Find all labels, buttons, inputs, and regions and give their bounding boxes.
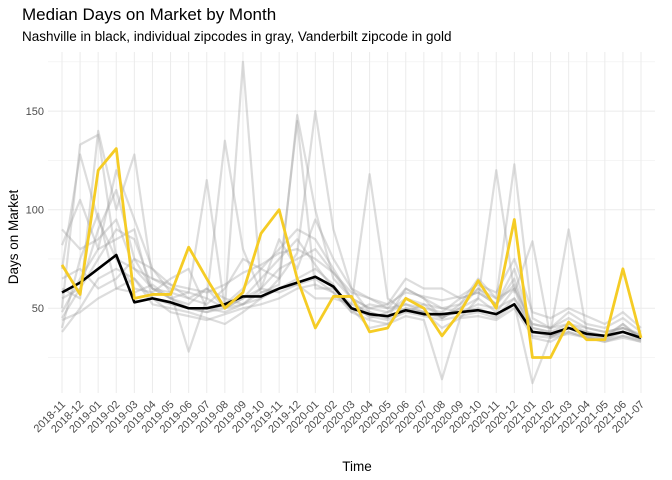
highlight-series-group	[60, 147, 643, 359]
chart-subtitle: Nashville in black, individual zipcodes …	[22, 29, 452, 44]
zipcode-series-line	[61, 267, 642, 381]
zipcode-series-group	[60, 60, 642, 385]
vanderbilt-series-line	[60, 147, 643, 359]
zipcode-series-line	[61, 110, 642, 335]
zipcode-series-line	[61, 218, 642, 329]
y-axis-ticks: 50 100 150	[26, 106, 44, 315]
y-tick-label: 100	[26, 205, 44, 217]
zipcode-series-line	[61, 238, 642, 353]
zipcode-series-line	[60, 60, 642, 341]
grid-lines	[48, 52, 655, 393]
chart-title: Median Days on Market by Month	[22, 5, 277, 24]
y-tick-label: 50	[32, 303, 44, 315]
zipcode-series-line	[61, 129, 642, 333]
x-axis-label: Time	[342, 459, 372, 474]
y-axis-label: Days on Market	[6, 189, 21, 284]
y-tick-label: 150	[26, 106, 44, 118]
nashville-series-line	[61, 253, 642, 340]
x-axis-ticks: 2018-112018-122019-012019-022019-032019-…	[32, 399, 647, 436]
